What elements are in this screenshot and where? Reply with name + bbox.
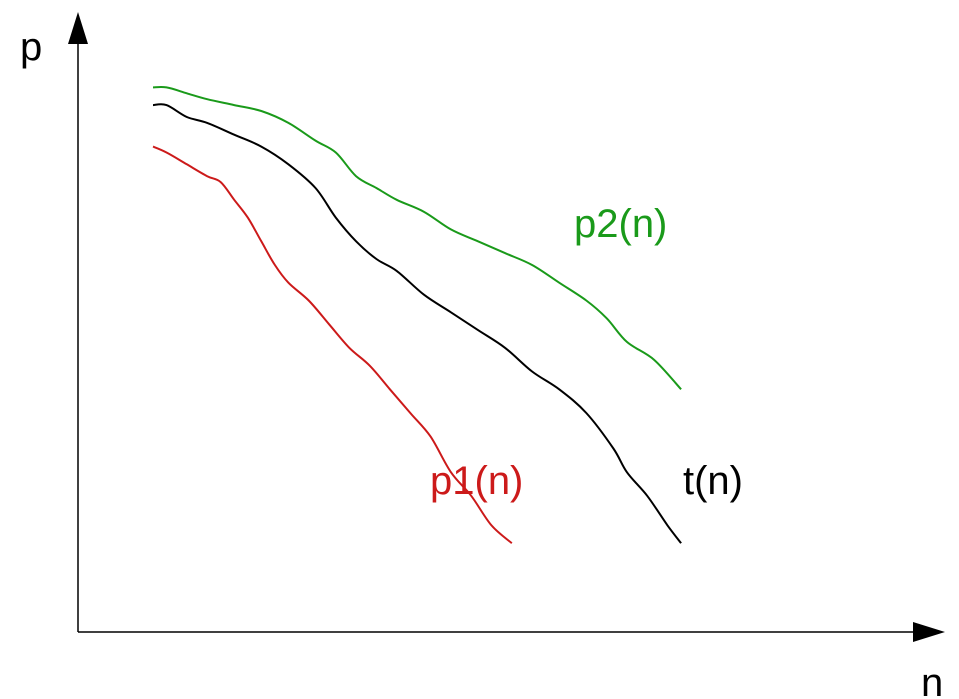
series-labels: p2(n) t(n) p1(n) xyxy=(430,202,743,503)
series-label-p2: p2(n) xyxy=(574,202,667,246)
series-line-p1 xyxy=(152,145,513,544)
series-label-p1: p1(n) xyxy=(430,459,523,503)
axes: p n xyxy=(20,12,945,699)
series-line-p2 xyxy=(152,85,682,390)
series-line-t xyxy=(152,103,682,544)
x-axis-label: n xyxy=(921,661,943,699)
y-axis-arrow xyxy=(68,12,88,44)
y-axis-label: p xyxy=(20,25,42,69)
series-layer xyxy=(152,85,682,544)
series-label-t: t(n) xyxy=(683,459,743,503)
x-axis-arrow xyxy=(913,622,945,642)
